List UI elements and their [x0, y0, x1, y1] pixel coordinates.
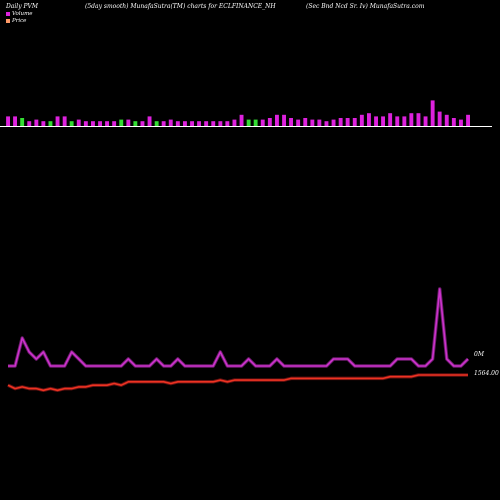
- volume-bar: [367, 113, 371, 126]
- volume-bar: [190, 121, 194, 126]
- chart-header-right: (Sec Bnd Ncd Sr. Iv) MunafaSutra.com: [306, 3, 425, 10]
- price-line: [7, 374, 468, 392]
- volume-bar: [112, 121, 117, 126]
- volume-bar: [444, 114, 449, 126]
- volume-bar: [218, 121, 223, 126]
- volume-smooth-line: [8, 288, 469, 367]
- volume-bar: [6, 116, 10, 126]
- volume-bar: [105, 121, 109, 126]
- volume-bar: [310, 119, 315, 126]
- volume-bar: [48, 121, 53, 126]
- volume-bar: [331, 119, 336, 126]
- volume-bar: [225, 121, 230, 126]
- chart-header-left: Daily PVM: [6, 3, 39, 10]
- volume-bar: [282, 114, 286, 126]
- volume-bar: [175, 121, 180, 126]
- volume-bar: [55, 116, 60, 126]
- volume-bar: [374, 116, 378, 126]
- volume-bar: [416, 113, 421, 126]
- volume-bar: [154, 121, 159, 126]
- volume-bar: [211, 121, 216, 126]
- volume-bar: [395, 116, 400, 126]
- volume-bar: [76, 119, 81, 126]
- legend-price: Price: [6, 18, 26, 24]
- volume-bar: [352, 118, 357, 126]
- legend-volume-swatch: [6, 12, 10, 16]
- volume-bar: [317, 119, 322, 126]
- volume-bar: [204, 121, 209, 126]
- volume-bar: [119, 119, 124, 126]
- legend-price-label: Price: [12, 18, 27, 24]
- volume-bar: [267, 118, 272, 126]
- volume-bar: [324, 121, 329, 126]
- legend-volume-label: Volume: [12, 11, 33, 17]
- volume-bar: [451, 118, 456, 126]
- volume-bar: [466, 114, 470, 126]
- volume-bar: [423, 116, 428, 126]
- volume-bar: [359, 114, 364, 126]
- legend-price-swatch: [6, 19, 10, 23]
- volume-bar: [275, 114, 279, 126]
- volume-bar: [133, 121, 138, 126]
- volume-bar: [69, 121, 74, 126]
- volume-bar: [62, 116, 67, 126]
- volume-bar: [161, 121, 166, 126]
- volume-bar: [197, 121, 201, 126]
- volume-bar: [409, 113, 414, 126]
- volume-bar: [388, 113, 393, 126]
- volume-bar: [246, 119, 251, 126]
- volume-bar: [98, 121, 102, 126]
- volume-bar: [402, 116, 407, 126]
- volume-bar: [381, 116, 385, 126]
- volume-bar: [20, 118, 25, 126]
- volume-bar: [239, 114, 244, 126]
- volume-bar: [459, 119, 463, 126]
- volume-bar: [140, 121, 145, 126]
- volume-bar: [232, 119, 237, 126]
- chart-header-center: (5day smooth) MunafaSutra(TM) charts for…: [85, 3, 276, 10]
- volume-bar: [126, 119, 131, 126]
- volume-bar: [91, 121, 95, 126]
- volume-bar: [289, 118, 293, 126]
- volume-bar: [338, 118, 343, 126]
- volume-bar: [13, 116, 17, 126]
- volume-bar: [41, 121, 46, 126]
- volume-bar: [345, 118, 350, 126]
- volume-bar: [147, 116, 152, 126]
- legend-volume: Volume: [6, 11, 33, 17]
- price-value-label: 1564.00: [474, 370, 499, 377]
- volume-bar: [430, 100, 435, 126]
- volume-bar: [253, 119, 258, 126]
- volume-bar: [168, 119, 173, 126]
- volume-bar: [83, 121, 88, 126]
- volume-bar: [260, 119, 265, 126]
- volume-smooth-line-glow: [8, 287, 470, 368]
- volume-bar: [34, 119, 39, 126]
- volume-bar: [296, 119, 301, 126]
- volume-bar: [437, 111, 442, 126]
- volume-bar: [27, 121, 32, 126]
- volume-bar: [303, 118, 308, 126]
- volume-bar: [183, 121, 187, 126]
- volume-value-label: 0M: [474, 351, 485, 358]
